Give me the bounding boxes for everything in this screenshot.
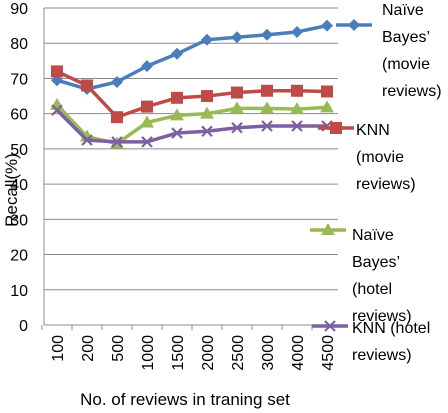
data-point (200, 106, 214, 119)
legend-text: Bayes’ (382, 29, 430, 46)
legend-text: (movie (356, 149, 404, 166)
legend-text: KNN (356, 122, 390, 139)
data-point (111, 136, 123, 148)
data-point (171, 127, 183, 139)
legend-text: reviews) (352, 347, 412, 364)
legend-text: Bayes’ (352, 254, 400, 271)
data-point (260, 101, 274, 114)
data-point (291, 120, 303, 132)
series-group (50, 19, 334, 149)
data-point (261, 120, 273, 132)
legend-text: Naïve (352, 227, 394, 244)
y-tick-label: 30 (10, 212, 28, 229)
data-point (141, 136, 153, 148)
x-tick-label: 200 (80, 335, 97, 362)
legend-text: reviews) (356, 176, 416, 193)
legend-text: Naïve (382, 2, 424, 19)
legend-swatch-marker (321, 223, 335, 235)
data-point (50, 97, 64, 110)
data-point (141, 100, 153, 113)
y-tick-label: 60 (10, 107, 28, 124)
legend-entry-4: KNN (hotel reviews) (312, 320, 430, 364)
x-tick-label: 1500 (170, 335, 187, 371)
data-point (141, 60, 153, 73)
x-tick-label: 4000 (290, 335, 307, 371)
y-tick-label: 50 (10, 142, 28, 159)
data-point (201, 33, 213, 46)
data-point (201, 125, 213, 138)
series-line (56, 69, 328, 119)
gridlines (41, 7, 338, 330)
y-tick-label: 20 (10, 248, 28, 265)
data-point (291, 25, 303, 38)
data-point (261, 84, 273, 97)
data-point (170, 108, 184, 121)
y-axis-ticks: 0 10 20 30 40 50 60 70 80 90 (10, 1, 28, 335)
y-tick-label: 90 (10, 1, 28, 18)
data-point (231, 121, 243, 134)
x-tick-label: 2000 (200, 335, 217, 371)
data-point (201, 90, 213, 103)
legend-entry-2: KNN (movie reviews) (318, 122, 416, 193)
data-point (321, 19, 333, 32)
x-tick-label: 500 (110, 335, 127, 362)
data-point (111, 111, 123, 124)
data-point (290, 102, 304, 115)
data-point (171, 91, 183, 104)
legend-text: (movie (382, 56, 430, 73)
y-tick-label: 10 (10, 283, 28, 300)
x-tick-label: 1000 (140, 335, 157, 371)
y-tick-label: 80 (10, 36, 28, 53)
series-1 (51, 19, 333, 96)
x-tick-label: 100 (50, 335, 67, 362)
x-tick-label: 2500 (230, 335, 247, 371)
data-point (140, 115, 154, 128)
legend-swatch-marker (348, 19, 360, 31)
legend-text: KNN (hotel (352, 320, 430, 337)
legend-entry-1: Naïve Bayes’ (movie reviews) (336, 2, 442, 100)
y-tick-label: 40 (10, 177, 28, 194)
data-point (321, 85, 333, 98)
legend-swatch-marker (330, 122, 342, 134)
data-point (51, 104, 63, 116)
series-4 (51, 104, 333, 148)
data-point (81, 134, 93, 146)
series-line (56, 23, 328, 91)
y-axis-label: Recall(%) (2, 153, 21, 227)
data-point (171, 47, 183, 60)
legend-text: reviews) (382, 83, 442, 100)
series-2 (51, 65, 333, 124)
data-point (231, 31, 243, 44)
data-point (51, 65, 63, 78)
data-point (231, 86, 243, 99)
data-point (261, 28, 273, 41)
data-point (111, 75, 123, 88)
data-point (81, 79, 93, 92)
x-axis-label: No. of reviews in traning set (80, 390, 290, 409)
x-axis-ticks: 100 200 500 1000 1500 2000 2500 3000 4000 4500 (50, 335, 337, 371)
legend: Naïve Bayes’ (movie reviews) KNN (movie review… (310, 2, 442, 364)
series-line (55, 108, 327, 144)
y-tick-label: 0 (19, 318, 28, 335)
y-tick-label: 70 (10, 71, 28, 88)
data-point (230, 101, 244, 114)
series-line (55, 103, 328, 146)
x-tick-label: 4500 (320, 335, 337, 371)
legend-text: reviews) (352, 308, 412, 325)
data-point (291, 84, 303, 97)
data-point (320, 100, 334, 113)
x-tick-label: 3000 (260, 335, 277, 371)
legend-entry-3: Naïve Bayes’ (hotel reviews) (310, 223, 412, 325)
legend-text: (hotel (352, 281, 392, 298)
legend-swatch-marker (324, 320, 336, 332)
